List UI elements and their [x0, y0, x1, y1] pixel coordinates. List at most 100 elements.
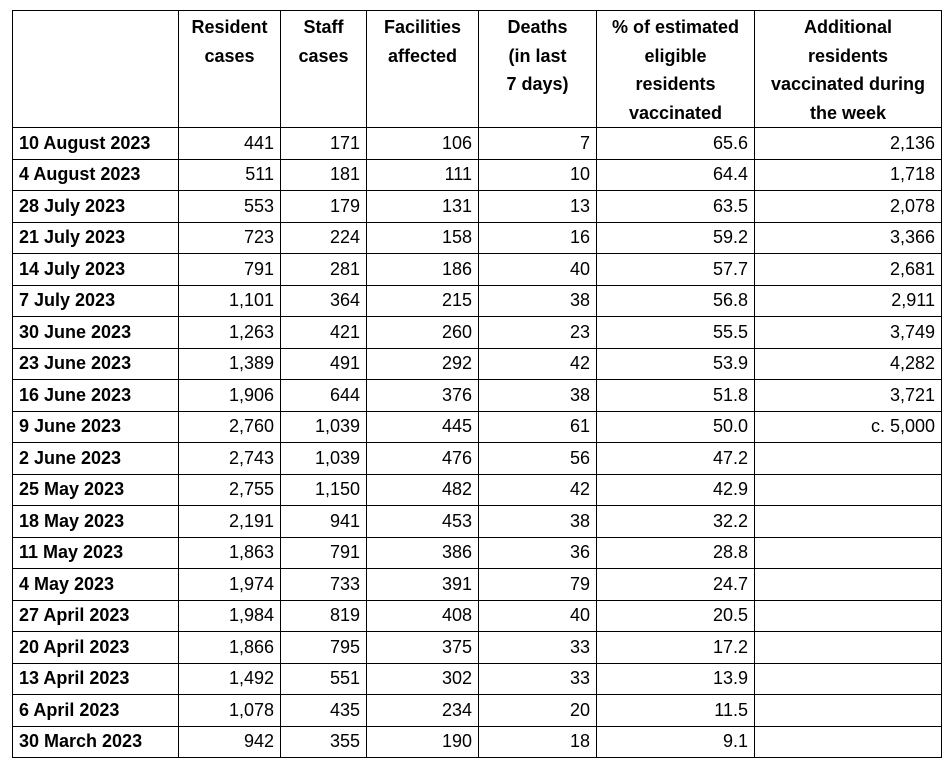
date-cell: 30 June 2023 [12, 316, 179, 349]
value-cell: 292 [366, 347, 479, 380]
value-cell: 171 [280, 127, 367, 160]
date-cell: 30 March 2023 [12, 725, 179, 758]
value-cell: 50.0 [596, 410, 755, 443]
table-row: 30 June 2023 1,263 421 260 23 55.5 3,749 [12, 316, 942, 349]
date-cell: 27 April 2023 [12, 599, 179, 632]
value-cell: 391 [366, 568, 479, 601]
date-cell: 20 April 2023 [12, 631, 179, 664]
header-text: the week [809, 102, 887, 123]
date-cell: 14 July 2023 [12, 253, 179, 286]
header-cell: Deaths (in last 7 days) [478, 10, 597, 128]
value-cell: 260 [366, 316, 479, 349]
table-body: 10 August 2023 441 171 106 7 65.6 2,136 4 Augus… [12, 127, 942, 758]
value-cell: 445 [366, 410, 479, 443]
value-cell: 20.5 [596, 599, 755, 632]
value-cell: 32.2 [596, 505, 755, 538]
value-cell: 18 [478, 725, 597, 758]
value-cell: 11.5 [596, 694, 755, 727]
value-cell: 33 [478, 662, 597, 695]
value-cell: 376 [366, 379, 479, 412]
value-cell: 441 [178, 127, 281, 160]
value-cell: 55.5 [596, 316, 755, 349]
value-cell: 36 [478, 536, 597, 569]
value-cell: 79 [478, 568, 597, 601]
value-cell: 302 [366, 662, 479, 695]
value-cell: 1,984 [178, 599, 281, 632]
value-cell: 13.9 [596, 662, 755, 695]
header-text: Resident [191, 17, 268, 37]
date-cell: 11 May 2023 [12, 536, 179, 569]
value-cell: 38 [478, 379, 597, 412]
value-cell: 1,078 [178, 694, 281, 727]
table-row: 27 April 2023 1,984 819 408 40 20.5 [12, 599, 942, 632]
date-cell: 2 June 2023 [12, 442, 179, 475]
table-row: 30 March 2023 942 355 190 18 9.1 [12, 725, 942, 758]
value-cell: 57.7 [596, 253, 755, 286]
header-text: Staff [303, 17, 344, 37]
value-cell: 421 [280, 316, 367, 349]
value-cell: 1,150 [280, 473, 367, 506]
table-row: 23 June 2023 1,389 491 292 42 53.9 4,282 [12, 347, 942, 380]
value-cell: 2,911 [754, 284, 942, 317]
value-cell [754, 442, 942, 475]
table-row: 11 May 2023 1,863 791 386 36 28.8 [12, 536, 942, 569]
table-row: 10 August 2023 441 171 106 7 65.6 2,136 [12, 127, 942, 160]
value-cell: 2,681 [754, 253, 942, 286]
table-row: 18 May 2023 2,191 941 453 38 32.2 [12, 505, 942, 538]
data-table: Resident cases Staff cases Facilities affecte… [12, 10, 942, 758]
header-text: Facilities [383, 17, 462, 37]
value-cell: 42 [478, 347, 597, 380]
value-cell: 224 [280, 221, 367, 254]
date-cell: 23 June 2023 [12, 347, 179, 380]
date-cell: 21 July 2023 [12, 221, 179, 254]
value-cell: 40 [478, 599, 597, 632]
value-cell: 1,718 [754, 158, 942, 191]
value-cell: 179 [280, 190, 367, 223]
value-cell: 453 [366, 505, 479, 538]
value-cell [754, 631, 942, 664]
date-cell: 4 August 2023 [12, 158, 179, 191]
header-text: residents [807, 45, 889, 66]
value-cell: 723 [178, 221, 281, 254]
header-text: affected [387, 45, 458, 66]
table-row: 4 May 2023 1,974 733 391 79 24.7 [12, 568, 942, 601]
value-cell: 23 [478, 316, 597, 349]
date-cell: 18 May 2023 [12, 505, 179, 538]
header-text: eligible [644, 45, 707, 66]
header-text: Deaths [507, 17, 568, 37]
value-cell: 56.8 [596, 284, 755, 317]
value-cell: c. 5,000 [754, 410, 942, 443]
date-cell: 13 April 2023 [12, 662, 179, 695]
value-cell: 38 [478, 505, 597, 538]
header-cell: Resident cases [178, 10, 281, 128]
table-row: 28 July 2023 553 179 131 13 63.5 2,078 [12, 190, 942, 223]
value-cell [754, 694, 942, 727]
value-cell [754, 473, 942, 506]
header-text: cases [204, 45, 255, 66]
value-cell: 553 [178, 190, 281, 223]
table-row: 9 June 2023 2,760 1,039 445 61 50.0 c. 5,000 [12, 410, 942, 443]
value-cell: 56 [478, 442, 597, 475]
value-cell: 158 [366, 221, 479, 254]
header-text: Additional [804, 17, 892, 37]
header-text: vaccinated [628, 102, 723, 123]
value-cell: 941 [280, 505, 367, 538]
header-text: residents [635, 74, 716, 94]
value-cell: 51.8 [596, 379, 755, 412]
date-cell: 7 July 2023 [12, 284, 179, 317]
value-cell: 1,263 [178, 316, 281, 349]
table-row: 7 July 2023 1,101 364 215 38 56.8 2,911 [12, 284, 942, 317]
table-row: 14 July 2023 791 281 186 40 57.7 2,681 [12, 253, 942, 286]
value-cell: 2,191 [178, 505, 281, 538]
value-cell: 375 [366, 631, 479, 664]
value-cell: 795 [280, 631, 367, 664]
value-cell: 791 [178, 253, 281, 286]
header-cell: % of estimated eligible residents vaccinate… [596, 10, 755, 128]
table-row: 16 June 2023 1,906 644 376 38 51.8 3,721 [12, 379, 942, 412]
table-row: 20 April 2023 1,866 795 375 33 17.2 [12, 631, 942, 664]
value-cell [754, 599, 942, 632]
value-cell [754, 725, 942, 758]
value-cell: 234 [366, 694, 479, 727]
value-cell: 3,749 [754, 316, 942, 349]
table-row: 4 August 2023 511 181 111 10 64.4 1,718 [12, 158, 942, 191]
